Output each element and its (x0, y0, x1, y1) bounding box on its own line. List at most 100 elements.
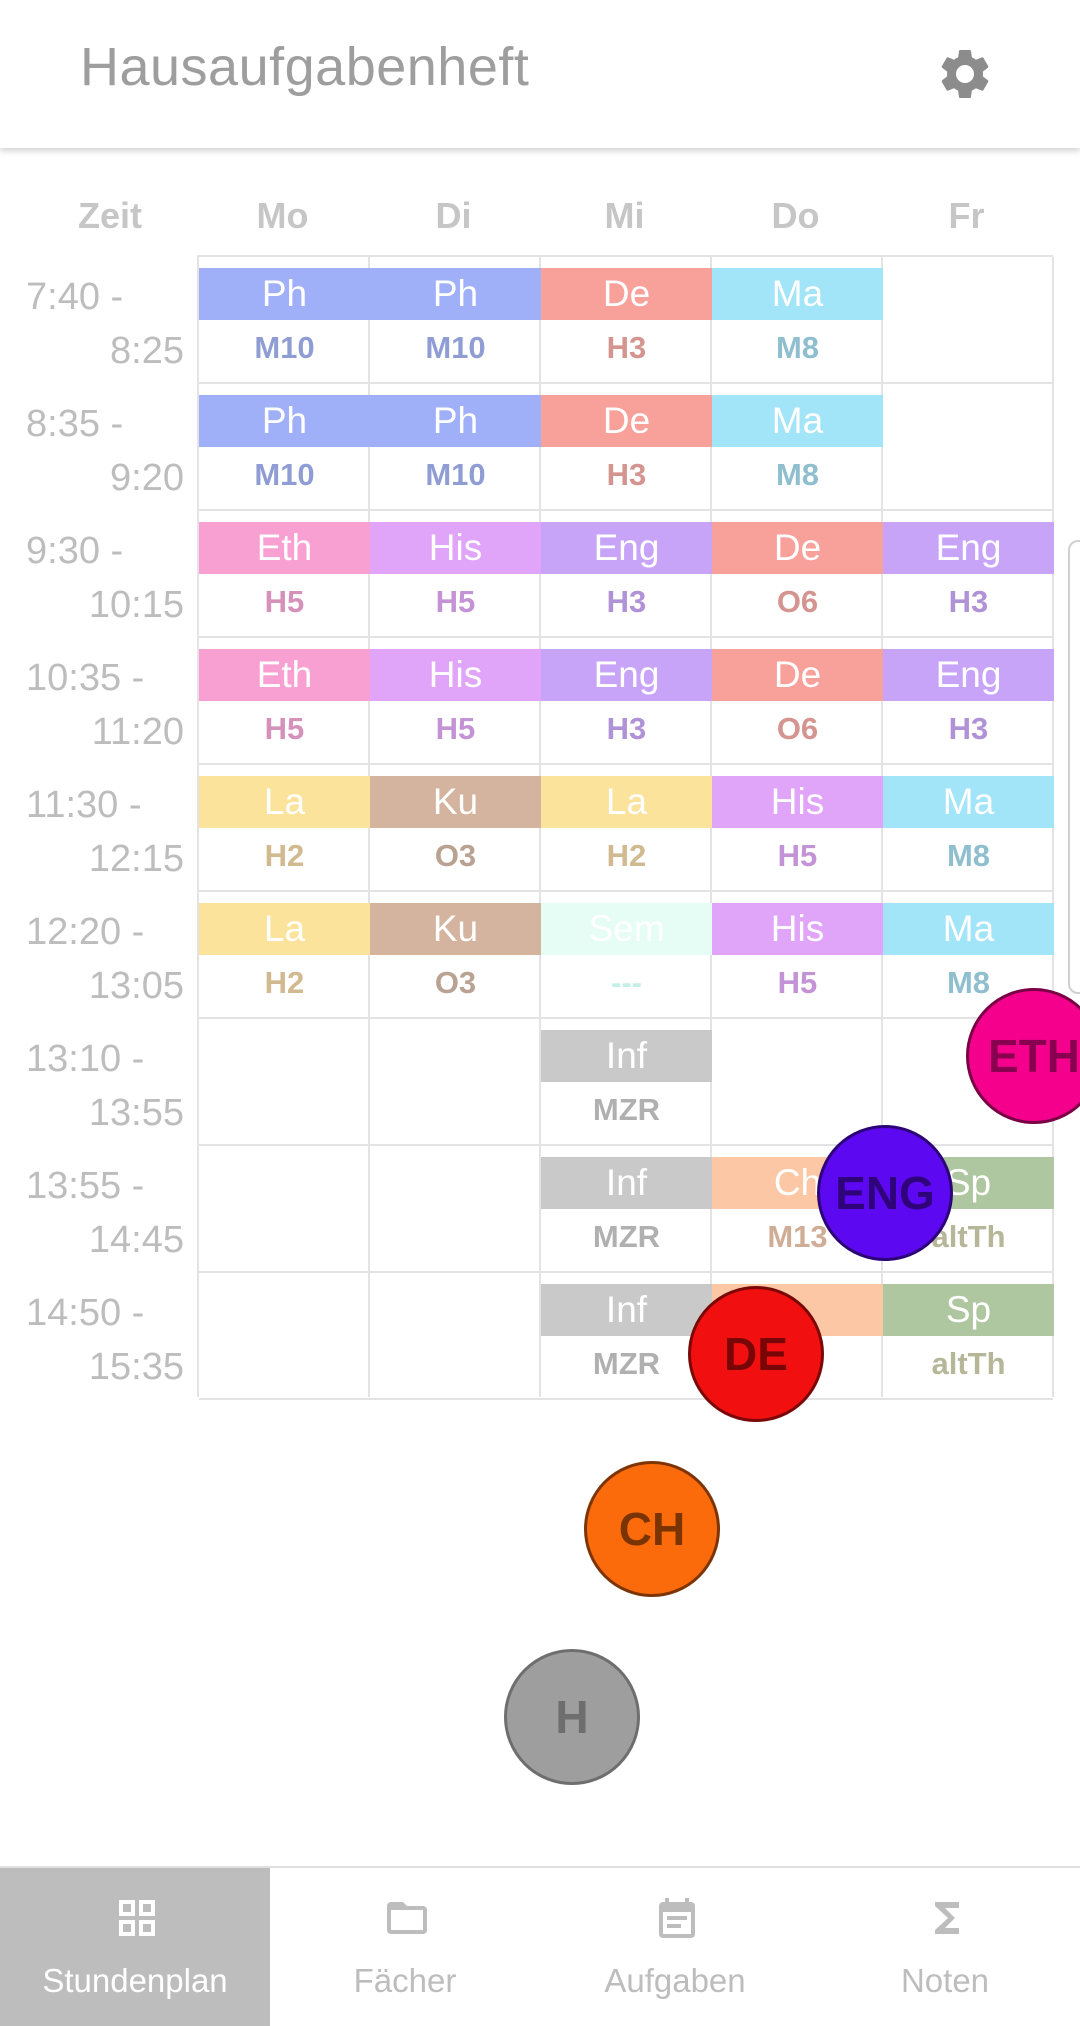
period-end: 15:35 (88, 1346, 184, 1388)
lesson-cell[interactable]: Ph M10 (370, 268, 541, 392)
lesson-color-bar (712, 903, 883, 955)
period-start: 7:40 - (26, 276, 124, 318)
nav-label: Noten (900, 1962, 990, 1999)
lesson-cell[interactable]: La H2 (199, 776, 370, 900)
period-end: 9:20 (110, 457, 184, 499)
lesson-color-bar (199, 903, 370, 955)
lesson-cell[interactable]: Ph M10 (199, 268, 370, 392)
subject-bubble-de[interactable]: DE (688, 1286, 824, 1422)
lesson-room: MZR (592, 1219, 661, 1254)
lesson-cell[interactable]: His H5 (712, 903, 883, 1027)
lesson-cell[interactable]: Eng H3 (541, 522, 712, 646)
nav-faecher[interactable]: Fächer (270, 1868, 540, 2026)
period-start: 12:20 - (26, 911, 145, 953)
lesson-room: O3 (434, 965, 477, 1000)
lesson-subject: Eth (256, 654, 313, 695)
lesson-cell[interactable]: Eng H3 (883, 649, 1054, 773)
lesson-room: H2 (264, 965, 305, 1000)
lesson-cell[interactable]: His H5 (712, 776, 883, 900)
grid-line-horizontal (199, 1144, 1053, 1146)
lesson-subject: Ph (432, 273, 479, 314)
lesson-cell[interactable]: Eng H3 (541, 649, 712, 773)
lesson-subject: Ku (432, 908, 479, 949)
nav-aufgaben[interactable]: Aufgaben (540, 1868, 810, 2026)
lesson-color-bar (541, 1157, 712, 1209)
grid-line-horizontal (199, 1398, 1053, 1400)
header-day-1: Di (435, 195, 472, 236)
period-time: 10:35 - 11:20 (0, 657, 190, 767)
period-start: 8:35 - (26, 403, 124, 445)
nav-label: Fächer (353, 1962, 457, 1999)
subject-bubble-h[interactable]: H (504, 1649, 640, 1785)
lesson-subject: La (605, 781, 648, 822)
lesson-cell[interactable]: Eth H5 (199, 522, 370, 646)
nav-stundenplan[interactable]: Stundenplan (0, 1868, 270, 2026)
lesson-cell[interactable]: Inf MZR (541, 1157, 712, 1281)
lesson-cell[interactable]: Ma M8 (883, 776, 1054, 900)
lesson-cell[interactable]: Inf MZR (541, 1284, 712, 1408)
lesson-cell[interactable]: Eth H5 (199, 649, 370, 773)
lesson-color-bar (541, 1030, 712, 1082)
subject-bubble-ch[interactable]: CH (584, 1461, 720, 1597)
period-start: 14:50 - (26, 1292, 145, 1334)
lesson-cell[interactable]: Ku O3 (370, 903, 541, 1027)
lesson-room: M8 (946, 965, 991, 1000)
lesson-cell[interactable]: Sem --- (541, 903, 712, 1027)
lesson-color-bar (541, 776, 712, 828)
lesson-color-bar (883, 1284, 1054, 1336)
lesson-cell[interactable]: De H3 (541, 395, 712, 519)
lesson-subject: Ma (942, 908, 995, 949)
lesson-cell[interactable]: Ku O3 (370, 776, 541, 900)
lesson-cell[interactable]: De O6 (712, 522, 883, 646)
period-end: 13:55 (88, 1092, 184, 1134)
lesson-room: O6 (776, 711, 819, 746)
lesson-subject: De (773, 527, 822, 568)
lesson-subject: Inf (605, 1289, 648, 1330)
lesson-room: H5 (777, 965, 818, 1000)
folder-icon (387, 1902, 427, 1934)
lesson-cell[interactable]: Ma M8 (712, 268, 883, 392)
subject-bubble-eng[interactable]: ENG (817, 1125, 953, 1261)
lesson-cell[interactable]: Ph M10 (370, 395, 541, 519)
lesson-cell[interactable]: De H3 (541, 268, 712, 392)
period-time: 7:40 - 8:25 (0, 276, 190, 386)
period-start: 9:30 - (26, 530, 124, 572)
lesson-subject: Ch (773, 1162, 822, 1203)
side-edge-handle[interactable] (1068, 540, 1080, 994)
gear-icon[interactable] (935, 44, 995, 104)
lesson-cell[interactable]: Ma M8 (712, 395, 883, 519)
lesson-room: H5 (264, 584, 305, 619)
lesson-cell[interactable]: Eng H3 (883, 522, 1054, 646)
lesson-room: M10 (254, 330, 315, 365)
lesson-subject: His (770, 908, 825, 949)
nav-noten[interactable]: Noten (810, 1868, 1080, 2026)
lesson-subject: La (263, 908, 306, 949)
period-end: 11:20 (91, 711, 184, 753)
lesson-cell[interactable]: Ph M10 (199, 395, 370, 519)
lesson-subject: Eng (593, 527, 660, 568)
lesson-cell[interactable]: His H5 (370, 649, 541, 773)
lesson-color-bar (370, 395, 541, 447)
lesson-cell[interactable]: La H2 (541, 776, 712, 900)
lesson-color-bar (712, 395, 883, 447)
lesson-cell[interactable]: Ma M8 (883, 903, 1054, 1027)
lesson-color-bar (712, 649, 883, 701)
subject-bubble-eth[interactable]: ETH (966, 988, 1080, 1124)
lesson-cell[interactable]: His H5 (370, 522, 541, 646)
lesson-subject: Ma (942, 781, 995, 822)
lesson-cell[interactable]: Inf MZR (541, 1030, 712, 1154)
lesson-cell[interactable]: La H2 (199, 903, 370, 1027)
lesson-cell[interactable]: Sp altTh (883, 1284, 1054, 1408)
grid-line-horizontal (199, 763, 1053, 765)
header-time: Zeit (77, 195, 142, 236)
app-bar: Hausaufgabenheft (0, 0, 1080, 148)
lesson-subject: Eng (935, 654, 1002, 695)
lesson-subject: Ph (261, 400, 308, 441)
lesson-color-bar (541, 649, 712, 701)
lesson-room: H3 (606, 457, 647, 492)
grid-line-horizontal (199, 509, 1053, 511)
period-end: 13:05 (88, 965, 184, 1007)
bottom-navigation: Stundenplan Fächer Aufgaben Noten (0, 1866, 1080, 2026)
lesson-subject: Sem (588, 908, 665, 949)
lesson-cell[interactable]: De O6 (712, 649, 883, 773)
